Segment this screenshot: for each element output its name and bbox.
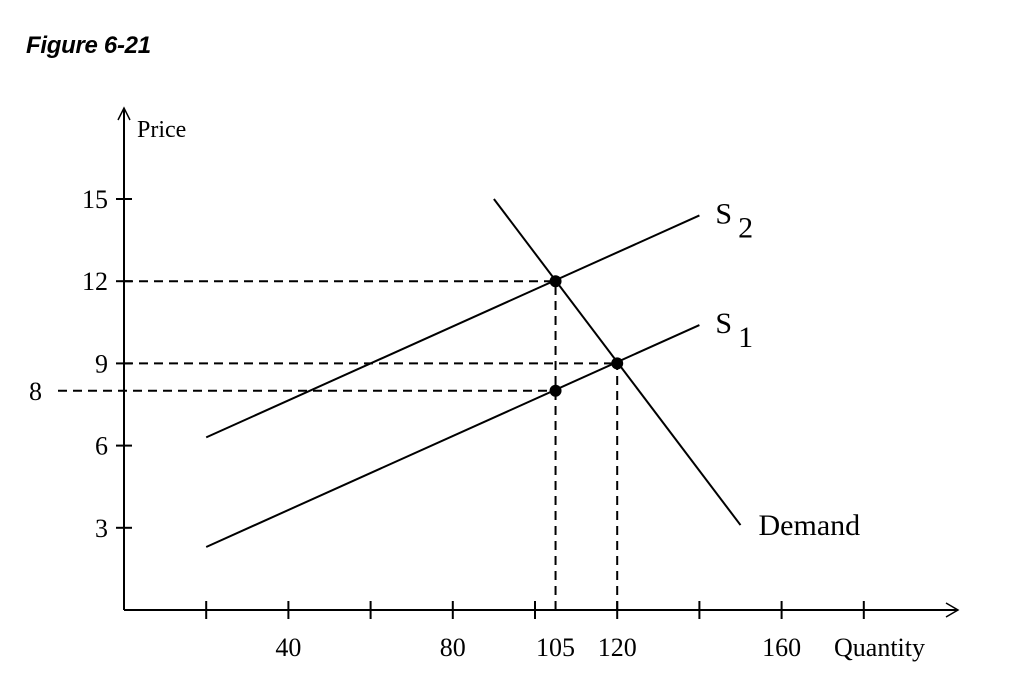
equilibrium-point [549,384,562,397]
x-tick-label: 40 [275,633,301,662]
x-tick-label: 120 [598,633,637,662]
y-extra-label: 8 [29,377,42,406]
y-tick-label: 9 [95,349,108,378]
equilibrium-point [611,357,624,370]
x-tick-label: 80 [440,633,466,662]
y-tick-label: 12 [82,267,108,296]
curve-s1 [205,324,700,548]
y-axis-arrow-icon [117,106,131,121]
curve-s2 [205,214,700,439]
y-tick-label: 3 [95,514,108,543]
x-axis-label: Quantity [834,633,925,662]
equilibrium-point [549,275,562,288]
y-tick-label: 6 [95,432,108,461]
y-tick-label: 15 [82,185,108,214]
x-tick-label: 160 [762,633,801,662]
figure-title: Figure 6-21 [26,32,151,59]
curve-label-demand: Demand [759,509,861,542]
x-axis-arrow-icon [945,602,960,618]
y-axis-label: Price [137,117,186,143]
x-tick-label: 105 [536,633,575,662]
